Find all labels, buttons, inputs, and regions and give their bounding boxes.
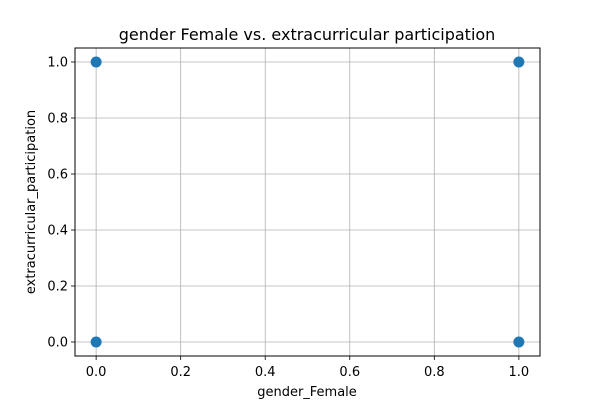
plot-frame — [74, 47, 541, 357]
data-point — [90, 56, 102, 68]
x-tick-label: 0.4 — [255, 365, 276, 380]
x-tick-label: 0.6 — [339, 365, 360, 380]
data-points — [90, 56, 525, 348]
data-point — [90, 336, 102, 348]
data-point — [513, 56, 525, 68]
x-tick-label: 0.8 — [424, 365, 445, 380]
y-tick-label: 0.6 — [47, 168, 68, 183]
y-axis-label: extracurricular_participation — [24, 110, 39, 294]
x-tick-label: 0.2 — [170, 365, 191, 380]
y-tick-label: 0.0 — [47, 336, 68, 351]
x-tick-label: 1.0 — [509, 365, 530, 380]
y-axis-ticks: 0.0 0.2 0.4 0.6 0.8 1.0 — [47, 56, 75, 351]
y-tick-label: 1.0 — [47, 56, 68, 71]
y-tick-label: 0.4 — [47, 224, 68, 239]
y-tick-label: 0.8 — [47, 112, 68, 127]
x-axis-label: gender_Female — [257, 385, 357, 400]
x-tick-label: 0.0 — [86, 365, 107, 380]
data-point — [513, 336, 525, 348]
grid — [75, 48, 540, 356]
y-tick-label: 0.2 — [47, 280, 68, 295]
chart-title: gender Female vs. extracurricular partic… — [119, 25, 496, 44]
x-axis-ticks: 0.0 0.2 0.4 0.6 0.8 1.0 — [86, 356, 529, 380]
